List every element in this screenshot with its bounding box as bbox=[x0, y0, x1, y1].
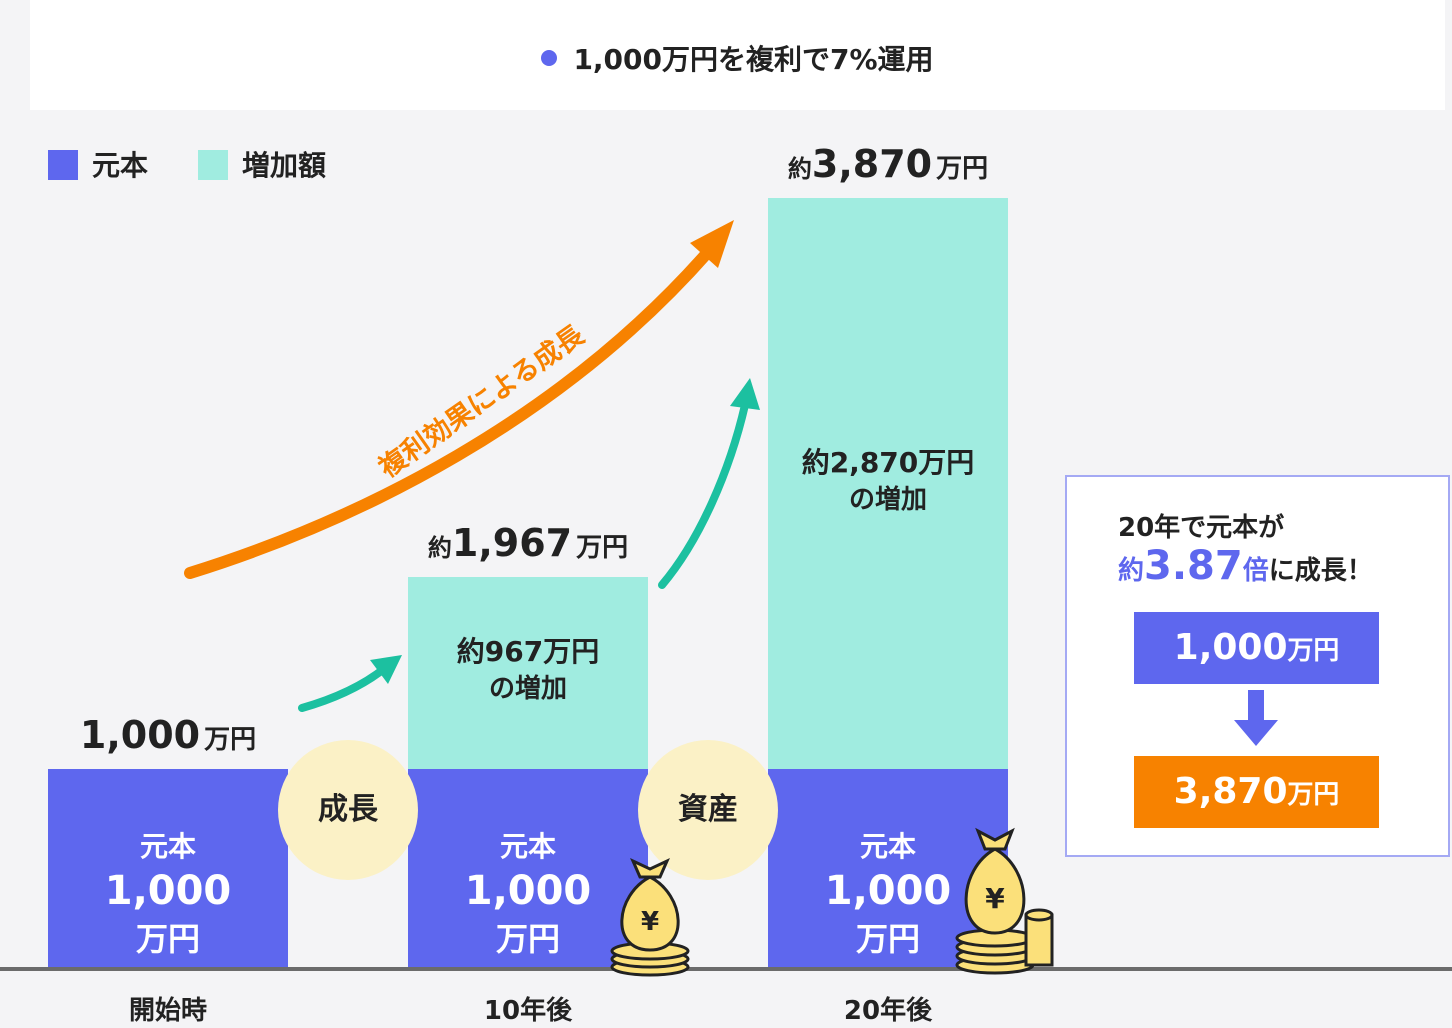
bar-increase-label-line1: 約967万円 bbox=[456, 634, 600, 668]
x-tick-label-start: 開始時 bbox=[128, 996, 207, 1026]
summary-prefix: 約 bbox=[1118, 556, 1145, 586]
bar-total-label: 1,000 万円 bbox=[48, 713, 288, 757]
summary-from-pill: 1,000万円 bbox=[1134, 612, 1379, 684]
asset-circle: 資産 bbox=[638, 740, 778, 880]
summary-line2: 約3.87倍に成長！ bbox=[1118, 543, 1373, 589]
chart-title: 1,000万円を複利で7%運用 bbox=[0, 38, 1452, 78]
bar-principal-label-unit: 万円 bbox=[135, 920, 200, 959]
bar-increase bbox=[768, 198, 1008, 770]
bar-principal-label-value: 1,000 bbox=[464, 868, 592, 915]
bar-total-unit: 万円 bbox=[936, 154, 989, 184]
bar-total-label: 約1,967 万円 bbox=[408, 521, 648, 565]
bar-principal-label-value: 1,000 bbox=[824, 868, 952, 915]
chart-title-text: 1,000万円を複利で7%運用 bbox=[573, 43, 934, 76]
bar-principal-label-unit: 万円 bbox=[495, 920, 560, 959]
money-bag-coins-icon: ¥ bbox=[955, 827, 1054, 975]
bar-principal-label-line1: 元本 bbox=[139, 830, 196, 864]
summary-to-unit: 万円 bbox=[1287, 780, 1340, 810]
bar-total-prefix: 約 bbox=[787, 155, 812, 183]
bar-total-number: 1,000 bbox=[79, 713, 201, 758]
header-panel bbox=[30, 0, 1445, 110]
bar-principal bbox=[48, 769, 288, 968]
legend-label-increase: 増加額 bbox=[242, 149, 327, 182]
x-axis-baseline bbox=[0, 967, 1452, 971]
x-tick-label-10y: 10年後 bbox=[483, 996, 573, 1026]
growth-arrow-2 bbox=[658, 401, 749, 589]
svg-text:¥: ¥ bbox=[641, 907, 659, 937]
bar-principal bbox=[408, 769, 648, 968]
money-bag-icon: ¥ bbox=[610, 857, 690, 977]
bar-increase-label-line2: の増加 bbox=[488, 673, 567, 704]
bar-principal-label: 元本 1,000 万円 bbox=[408, 829, 648, 961]
bar-total-unit: 万円 bbox=[204, 725, 257, 756]
legend-label-principal: 元本 bbox=[92, 149, 149, 182]
bar-increase-label: 約967万円 の増加 bbox=[408, 633, 648, 707]
growth-arrowhead-1 bbox=[370, 655, 402, 684]
x-tick-label-20y: 20年後 bbox=[843, 996, 933, 1026]
summary-suffix: に成長！ bbox=[1268, 556, 1373, 586]
bar-total-number: 1,967 bbox=[451, 520, 573, 565]
bar-increase-label: 約2,870万円 の増加 bbox=[768, 444, 1008, 518]
compound-growth-arrowhead bbox=[690, 220, 734, 268]
summary-multiplier: 3.87 bbox=[1144, 543, 1243, 589]
growth-circle-label: 成長 bbox=[318, 792, 378, 827]
bar-total-unit: 万円 bbox=[576, 532, 629, 563]
summary-to-number: 3,870 bbox=[1173, 771, 1288, 812]
compound-growth-arrow bbox=[184, 246, 714, 579]
bar-principal-label: 元本 1,000 万円 bbox=[48, 829, 288, 961]
bar-principal-label-line1: 元本 bbox=[859, 830, 916, 864]
bar-total-prefix: 約 bbox=[427, 533, 452, 562]
bar-total-label: 約3,870 万円 bbox=[768, 142, 1008, 186]
down-arrow-icon bbox=[1234, 690, 1278, 746]
summary-from-number: 1,000 bbox=[1173, 627, 1288, 668]
summary-line1: 20年で元本が bbox=[1118, 513, 1285, 543]
bar-principal-label-unit: 万円 bbox=[855, 920, 920, 959]
legend-swatch-principal bbox=[48, 150, 78, 180]
summary-to-pill: 3,870万円 bbox=[1134, 756, 1379, 828]
growth-arrow-1 bbox=[298, 664, 389, 712]
growth-circle: 成長 bbox=[278, 740, 418, 880]
bar-principal-label-value: 1,000 bbox=[104, 868, 232, 915]
bar-increase-label-line2: の増加 bbox=[848, 484, 927, 515]
growth-arrowhead-2 bbox=[730, 378, 760, 410]
legend-swatch-increase bbox=[198, 150, 228, 180]
bar-increase bbox=[408, 576, 648, 770]
bar-principal-label: 元本 1,000 万円 bbox=[768, 829, 1008, 961]
summary-multiplier-unit: 倍 bbox=[1242, 556, 1269, 586]
bar-increase-label-line1: 約2,870万円 bbox=[801, 445, 975, 479]
bar-principal-label-line1: 元本 bbox=[499, 830, 556, 864]
bar-total-number: 3,870 bbox=[811, 142, 933, 186]
svg-text:¥: ¥ bbox=[985, 882, 1005, 915]
summary-from-unit: 万円 bbox=[1287, 636, 1340, 666]
title-bullet-icon bbox=[541, 50, 558, 66]
asset-circle-label: 資産 bbox=[678, 792, 738, 827]
